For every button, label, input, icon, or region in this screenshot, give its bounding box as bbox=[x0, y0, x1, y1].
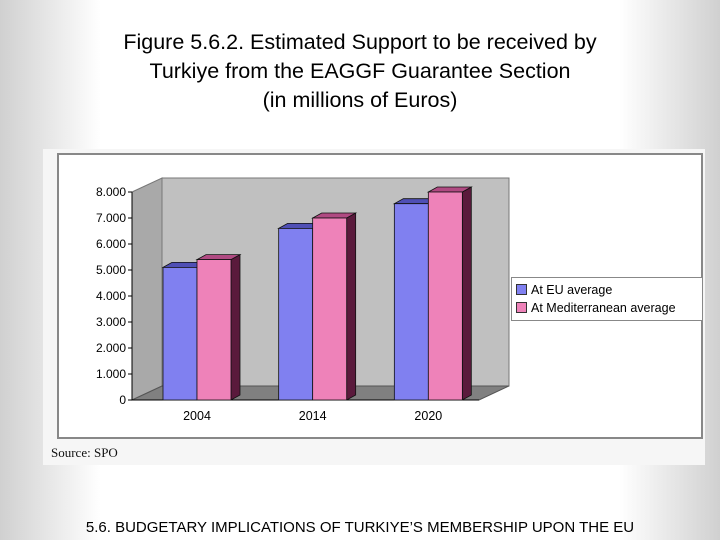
y-tick-label: 5.000 bbox=[96, 263, 126, 277]
bar bbox=[196, 259, 232, 401]
x-tick-label: 2014 bbox=[299, 409, 327, 423]
legend-item-mediterranean-average: At Mediterranean average bbox=[516, 300, 676, 316]
y-tick-label: 6.000 bbox=[96, 237, 126, 251]
bar bbox=[427, 191, 463, 401]
bar-side bbox=[461, 186, 472, 401]
chart-title-line-2: Turkiye from the EAGGF Guarantee Section bbox=[149, 59, 571, 83]
y-tick-label: 4.000 bbox=[96, 289, 126, 303]
figure-panel: 0 1.000 2.000 3.000 4.000 5.000 6.000 7.000 8.00… bbox=[43, 149, 705, 465]
legend-label-eu-average: At EU average bbox=[531, 283, 613, 297]
y-tick-label: 0 bbox=[119, 393, 126, 407]
x-tick-label: 2020 bbox=[414, 409, 442, 423]
x-tick-label: 2004 bbox=[183, 409, 211, 423]
bar-side bbox=[346, 212, 357, 401]
source-note: Source: SPO bbox=[51, 445, 118, 460]
legend-label-mediterranean-average: At Mediterranean average bbox=[531, 301, 676, 315]
y-tick-label: 3.000 bbox=[96, 315, 126, 329]
slide-footer: 5.6. BUDGETARY IMPLICATIONS OF TURKIYE’S… bbox=[85, 519, 635, 536]
y-tick-label: 8.000 bbox=[96, 185, 126, 199]
bar bbox=[312, 217, 348, 401]
legend-item-eu-average: At EU average bbox=[516, 282, 612, 298]
legend-swatch-eu-average bbox=[516, 284, 527, 295]
bar bbox=[278, 228, 314, 401]
chart-legend: At EU average At Mediterranean average bbox=[511, 277, 703, 321]
chart-title: Figure 5.6.2. Estimated Support to be re… bbox=[40, 28, 680, 115]
chart-frame: 0 1.000 2.000 3.000 4.000 5.000 6.000 7.000 8.00… bbox=[57, 153, 703, 439]
y-tick-label: 7.000 bbox=[96, 211, 126, 225]
bar-chart: 0 1.000 2.000 3.000 4.000 5.000 6.000 7.000 8.00… bbox=[96, 177, 510, 423]
bar bbox=[393, 203, 429, 401]
chart-title-line-1: Figure 5.6.2. Estimated Support to be re… bbox=[123, 30, 597, 54]
chart-title-line-3: (in millions of Euros) bbox=[262, 88, 458, 112]
chart-side-wall bbox=[131, 177, 163, 401]
y-tick-label: 1.000 bbox=[96, 367, 126, 381]
legend-swatch-mediterranean-average bbox=[516, 302, 527, 313]
y-tick-label: 2.000 bbox=[96, 341, 126, 355]
bar bbox=[162, 267, 198, 401]
bar-side bbox=[230, 253, 241, 401]
